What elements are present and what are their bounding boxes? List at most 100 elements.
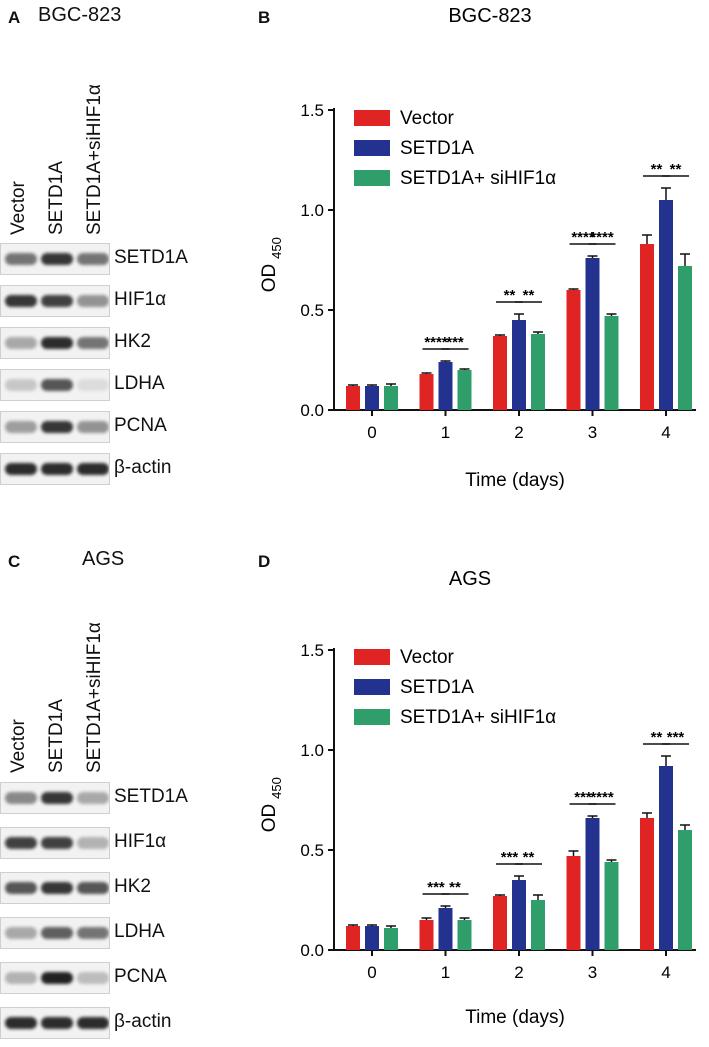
x-tick-label: 4 [661, 423, 670, 442]
bar-setd1a-3 [585, 818, 600, 950]
blot-row-label: PCNA [114, 415, 167, 436]
x-axis-label: Time (days) [465, 470, 565, 491]
y-axis-label: OD 450 [259, 777, 284, 832]
bar-vector-3 [566, 290, 581, 410]
x-axis-label: Time (days) [465, 1007, 565, 1028]
blot-band [5, 792, 37, 804]
y-axis-label-main: OD [259, 264, 280, 293]
bar-vector-4 [640, 244, 654, 410]
x-tick-label: 3 [588, 963, 597, 982]
x-tick-label: 4 [661, 963, 670, 982]
y-tick-label: 1.0 [300, 741, 324, 760]
blot-strip-bgc-2 [0, 327, 110, 359]
blot-band [41, 972, 73, 984]
blot-band [77, 295, 109, 307]
legend-label: SETD1A+ siHIF1α [400, 707, 556, 728]
bar-vector-0 [346, 926, 360, 950]
western-blot-ags: Vector SETD1A SETD1A+siHIF1α SETD1A HIF1α HK2… [0, 0, 240, 1047]
significance-label: ** [651, 729, 663, 746]
bar-setd1a-sihif1--4 [678, 266, 692, 410]
legend-label: SETD1A [400, 677, 474, 698]
blot-band [5, 295, 37, 307]
bar-setd1a-0 [365, 926, 379, 950]
x-tick-label: 1 [441, 963, 450, 982]
blot-band [41, 792, 73, 804]
significance-label: ** [523, 287, 535, 304]
bar-setd1a-4 [659, 766, 673, 950]
y-axis-label: OD 450 [259, 237, 284, 292]
bar-vector-2 [493, 336, 507, 410]
blot-band [5, 379, 37, 391]
bar-vector-2 [493, 896, 507, 950]
blot-row-label: PCNA [114, 966, 167, 987]
y-tick-label: 0.5 [300, 841, 324, 860]
significance-label: ** [670, 161, 682, 178]
blot-band [41, 337, 73, 349]
x-tick-label: 3 [588, 423, 597, 442]
blot-band [5, 337, 37, 349]
legend-swatch [354, 170, 390, 186]
blot-strip-bgc-4 [0, 411, 110, 443]
blot-row-label: SETD1A [114, 786, 188, 807]
blot-band [41, 837, 73, 849]
blot-row-label: LDHA [114, 373, 165, 394]
blot-band [77, 253, 109, 265]
significance-label: ** [449, 879, 461, 896]
bar-vector-1 [419, 920, 434, 950]
significance-label: *** [427, 879, 445, 896]
panel-letter-a: A [8, 8, 21, 27]
y-tick-label: 1.5 [300, 641, 324, 660]
chart-title: BGC-823 [448, 5, 531, 27]
bar-setd1a-sihif1--3 [604, 862, 619, 950]
panel-letter-b: B [258, 8, 271, 27]
blot-band [41, 253, 73, 265]
significance-label: **** [571, 229, 595, 246]
significance-label: *** [446, 334, 464, 351]
x-tick-label: 2 [514, 963, 523, 982]
blot-title-bgc: BGC-823 [38, 4, 122, 26]
bar-setd1a-0 [365, 386, 379, 410]
legend-label: SETD1A [400, 138, 474, 159]
bar-setd1a-1 [438, 908, 453, 950]
bar-setd1a-1 [438, 362, 453, 410]
bar-setd1a-sihif1--1 [457, 370, 472, 410]
legend-swatch [354, 679, 390, 695]
bar-vector-1 [419, 374, 434, 410]
y-tick-label: 1.5 [300, 101, 324, 120]
blot-strip-bgc-0 [0, 243, 110, 275]
blot-band [41, 927, 73, 939]
blot-band [77, 837, 109, 849]
y-tick-label: 0.5 [300, 301, 324, 320]
y-tick-label: 0.0 [300, 401, 324, 420]
blot-band [5, 882, 37, 894]
y-tick-label: 1.0 [300, 201, 324, 220]
significance-label: ** [504, 287, 516, 304]
blot-row-label: β-actin [114, 457, 172, 478]
western-blot-bgc: Vector SETD1A SETD1A+siHIF1α SETD1A HIF1α HK2… [0, 0, 240, 510]
legend-swatch [354, 709, 390, 725]
blot-strip-ags-3 [0, 917, 110, 949]
legend-swatch [354, 649, 390, 665]
blot-band [77, 379, 109, 391]
blot-row-label: SETD1A [114, 247, 188, 268]
blot-strip-bgc-5 [0, 453, 110, 485]
blot-strip-ags-2 [0, 872, 110, 904]
bar-setd1a-2 [512, 320, 526, 410]
blot-band [5, 463, 37, 475]
blot-band [77, 792, 109, 804]
bar-setd1a-sihif1--1 [457, 920, 472, 950]
blot-strip-bgc-1 [0, 285, 110, 317]
blot-band [77, 1017, 109, 1029]
significance-label: *** [501, 849, 519, 866]
bar-setd1a-4 [659, 200, 673, 410]
panel-letter-d: D [258, 552, 271, 571]
significance-label: ** [651, 161, 663, 178]
blot-band [77, 421, 109, 433]
blot-band [41, 463, 73, 475]
bar-setd1a-2 [512, 880, 526, 950]
blot-band [41, 379, 73, 391]
bar-setd1a-sihif1--0 [384, 928, 398, 950]
blot-band [5, 253, 37, 265]
blot-band [77, 882, 109, 894]
